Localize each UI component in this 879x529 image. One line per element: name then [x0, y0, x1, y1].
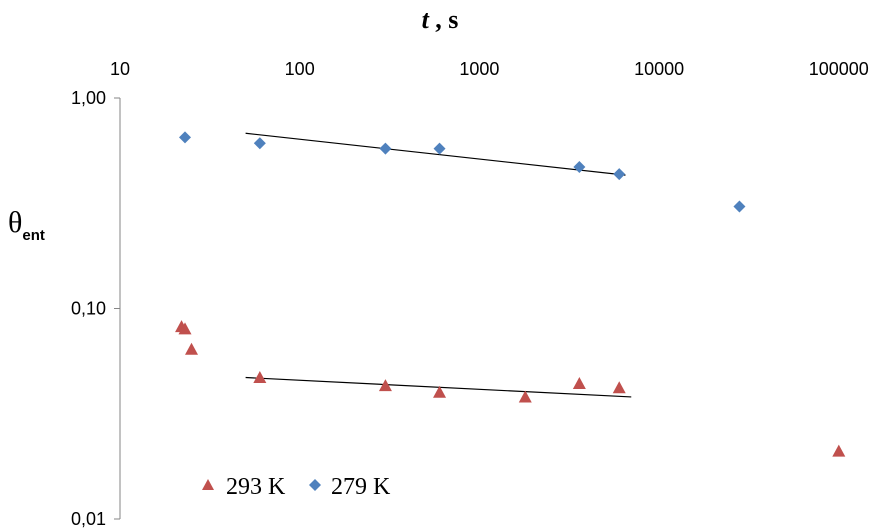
point-279k	[733, 200, 746, 213]
x-tick-label: 1000	[459, 59, 499, 79]
x-tick-label: 100000	[809, 59, 869, 79]
point-279k	[433, 142, 446, 155]
point-279k	[573, 161, 586, 174]
data-points	[175, 131, 846, 457]
legend-marker-293k	[202, 479, 214, 490]
point-293k	[612, 381, 626, 394]
point-293k	[518, 390, 532, 403]
legend-label-293k: 293 K	[226, 474, 286, 500]
legend-label-279k: 279 K	[331, 474, 391, 500]
point-293k	[378, 379, 392, 392]
point-279k	[379, 142, 392, 155]
x-axis-title: t , s	[422, 5, 459, 34]
x-axis: 10 100 1000 10000 100000	[110, 59, 869, 79]
y-tick-label: 1,00	[71, 88, 106, 108]
point-279k	[253, 137, 266, 150]
point-293k	[572, 377, 586, 390]
legend: 293 K 279 K	[202, 474, 391, 500]
point-293k	[832, 444, 846, 457]
y-axis-title: θent	[8, 206, 45, 244]
trend-line-293k	[245, 376, 632, 398]
point-293k	[253, 371, 267, 384]
y-tick-label: 0,01	[71, 509, 106, 529]
x-tick-label: 10000	[634, 59, 684, 79]
legend-marker-279k	[309, 479, 321, 491]
trend-lines	[245, 132, 632, 398]
x-tick-label: 100	[285, 59, 315, 79]
x-tick-label: 10	[110, 59, 130, 79]
point-279k	[613, 168, 626, 181]
trend-line-279k	[245, 132, 626, 176]
point-293k	[185, 342, 199, 355]
y-axis: 1,00 0,10 0,01	[71, 88, 121, 529]
point-279k	[179, 131, 192, 144]
point-293k	[178, 322, 192, 335]
y-tick-label: 0,10	[71, 299, 106, 319]
point-293k	[433, 385, 447, 398]
